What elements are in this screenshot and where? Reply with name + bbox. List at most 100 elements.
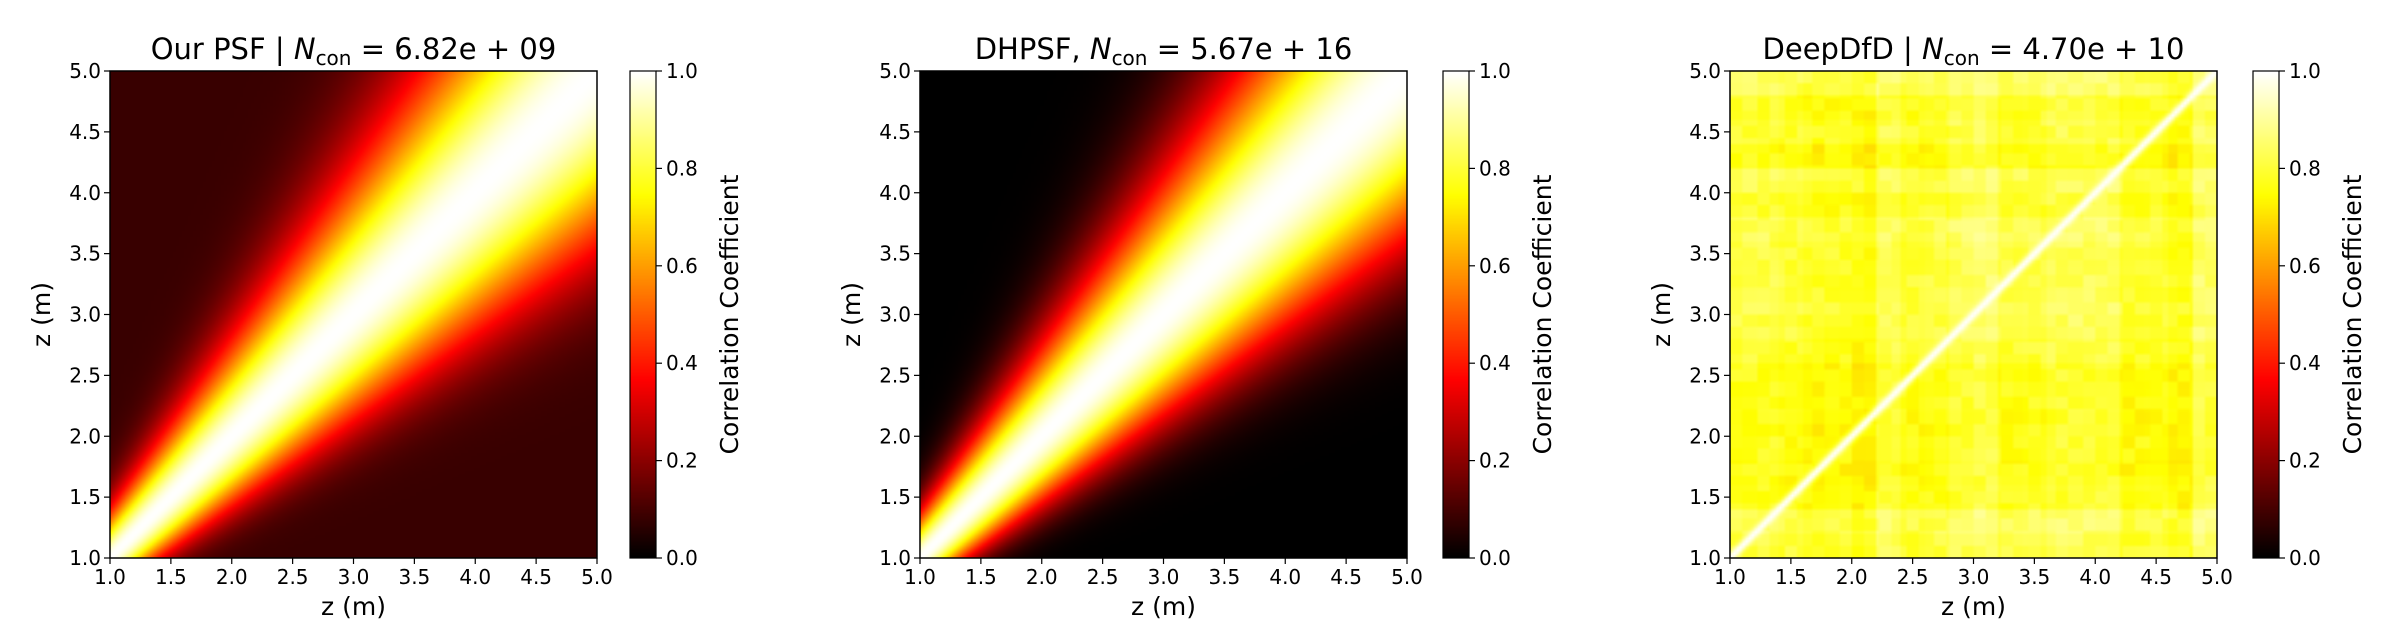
colorbar-tick-label: 1.0 bbox=[666, 59, 698, 83]
y-tick-label: 4.5 bbox=[69, 120, 101, 144]
colorbar-frame bbox=[2252, 70, 2280, 559]
x-tick-label: 1.5 bbox=[155, 565, 187, 589]
heatmap-image bbox=[110, 71, 597, 558]
colorbar-tick-label: 0.8 bbox=[666, 156, 698, 180]
y-tick-label: 4.0 bbox=[69, 181, 101, 205]
heatmap-image bbox=[920, 71, 1407, 558]
x-tick-label: 2.5 bbox=[1897, 565, 1929, 589]
colorbar-tick-label: 0.0 bbox=[666, 546, 698, 570]
title-symbol: N bbox=[294, 32, 316, 66]
title-prefix: DeepDfD | bbox=[1763, 32, 1923, 66]
x-tick-label: 2.0 bbox=[1026, 565, 1058, 589]
x-tick-label: 2.5 bbox=[1087, 565, 1119, 589]
y-tick-label: 2.0 bbox=[879, 424, 911, 448]
x-tick-label: 3.5 bbox=[1208, 565, 1240, 589]
title-prefix: DHPSF, bbox=[975, 32, 1090, 66]
title-subscript: con bbox=[1112, 46, 1148, 70]
x-tick-label: 3.5 bbox=[398, 565, 430, 589]
y-tick-label: 1.5 bbox=[69, 485, 101, 509]
colorbar-frame bbox=[1442, 70, 1470, 559]
y-tick-label: 4.0 bbox=[879, 181, 911, 205]
y-tick-label: 3.5 bbox=[879, 242, 911, 266]
title-equation: = 6.82e + 09 bbox=[351, 32, 556, 66]
colorbar-tick-label: 0.6 bbox=[2289, 254, 2321, 278]
x-tick-label: 4.5 bbox=[520, 565, 552, 589]
x-axis-label: z (m) bbox=[321, 592, 386, 621]
x-tick-label: 4.0 bbox=[2079, 565, 2111, 589]
colorbar-tick-label: 0.8 bbox=[1479, 156, 1511, 180]
colorbar-tick-label: 0.6 bbox=[1479, 254, 1511, 278]
y-axis-label: z (m) bbox=[1647, 282, 1676, 347]
y-tick-label: 1.0 bbox=[69, 546, 101, 570]
y-tick-label: 3.0 bbox=[69, 303, 101, 327]
y-axis-label: z (m) bbox=[837, 282, 866, 347]
x-tick-label: 3.0 bbox=[1148, 565, 1180, 589]
title-subscript: con bbox=[316, 46, 352, 70]
y-tick-label: 4.5 bbox=[1689, 120, 1721, 144]
x-tick-label: 5.0 bbox=[2201, 565, 2233, 589]
x-tick-label: 4.0 bbox=[459, 565, 491, 589]
colorbar-tick-label: 0.8 bbox=[2289, 156, 2321, 180]
chart-title: DeepDfD | Ncon = 4.70e + 10 bbox=[1763, 32, 2185, 70]
y-tick-label: 3.5 bbox=[1689, 242, 1721, 266]
x-tick-label: 4.0 bbox=[1269, 565, 1301, 589]
y-tick-label: 4.0 bbox=[1689, 181, 1721, 205]
y-tick-label: 3.0 bbox=[879, 303, 911, 327]
y-tick-label: 1.5 bbox=[1689, 485, 1721, 509]
x-axis-label: z (m) bbox=[1131, 592, 1196, 621]
x-tick-label: 5.0 bbox=[581, 565, 613, 589]
chart-title: DHPSF, Ncon = 5.67e + 16 bbox=[975, 32, 1353, 70]
title-equation: = 4.70e + 10 bbox=[1980, 32, 2185, 66]
x-tick-label: 1.5 bbox=[965, 565, 997, 589]
title-equation: = 5.67e + 16 bbox=[1147, 32, 1352, 66]
chart-panel-1: 1.0 1.5 2.0 2.5 3.0 3.5 4.0 4.5 5.0 1.0 1.5 2.0 2.5 3… bbox=[27, 32, 744, 621]
x-tick-label: 3.0 bbox=[338, 565, 370, 589]
colorbar-frame bbox=[629, 70, 657, 559]
y-tick-label: 3.0 bbox=[1689, 303, 1721, 327]
y-tick-label: 1.0 bbox=[879, 546, 911, 570]
title-prefix: Our PSF | bbox=[151, 32, 294, 66]
chart-panel-3: 1.0 1.5 2.0 2.5 3.0 3.5 4.0 4.5 5.0 1.0 1.5 2.0 2.5 3… bbox=[1647, 32, 2367, 621]
y-tick-label: 2.0 bbox=[1689, 424, 1721, 448]
x-axis-label: z (m) bbox=[1941, 592, 2006, 621]
colorbar-gradient bbox=[630, 71, 656, 558]
colorbar-tick-label: 0.2 bbox=[666, 449, 698, 473]
y-tick-label: 2.5 bbox=[1689, 363, 1721, 387]
x-tick-label: 5.0 bbox=[1391, 565, 1423, 589]
colorbar-tick-label: 0.0 bbox=[1479, 546, 1511, 570]
y-tick-label: 5.0 bbox=[69, 59, 101, 83]
colorbar-tick-label: 0.0 bbox=[2289, 546, 2321, 570]
x-tick-label: 1.0 bbox=[904, 565, 936, 589]
colorbar-tick-label: 0.4 bbox=[2289, 351, 2321, 375]
y-tick-label: 2.5 bbox=[879, 363, 911, 387]
y-tick-label: 2.5 bbox=[69, 363, 101, 387]
y-tick-label: 4.5 bbox=[879, 120, 911, 144]
colorbar-label: Correlation Coefficient bbox=[715, 174, 744, 454]
x-tick-label: 3.0 bbox=[1958, 565, 1990, 589]
x-tick-label: 4.5 bbox=[2140, 565, 2172, 589]
x-tick-label: 2.5 bbox=[277, 565, 309, 589]
heatmap-image bbox=[1730, 71, 2217, 558]
colorbar-label: Correlation Coefficient bbox=[1528, 174, 1557, 454]
x-tick-label: 3.5 bbox=[2018, 565, 2050, 589]
colorbar-gradient bbox=[2253, 71, 2279, 558]
y-tick-label: 3.5 bbox=[69, 242, 101, 266]
y-tick-label: 1.5 bbox=[879, 485, 911, 509]
colorbar-gradient bbox=[1443, 71, 1469, 558]
y-axis-label: z (m) bbox=[27, 282, 56, 347]
colorbar-tick-label: 1.0 bbox=[2289, 59, 2321, 83]
x-tick-label: 1.5 bbox=[1775, 565, 1807, 589]
colorbar-tick-label: 1.0 bbox=[1479, 59, 1511, 83]
colorbar-label: Correlation Coefficient bbox=[2338, 174, 2367, 454]
title-symbol: N bbox=[1090, 32, 1112, 66]
y-tick-label: 2.0 bbox=[69, 424, 101, 448]
x-tick-label: 1.0 bbox=[1714, 565, 1746, 589]
colorbar-tick-label: 0.6 bbox=[666, 254, 698, 278]
colorbar-tick-label: 0.2 bbox=[1479, 449, 1511, 473]
x-tick-label: 1.0 bbox=[94, 565, 126, 589]
y-tick-label: 5.0 bbox=[879, 59, 911, 83]
title-subscript: con bbox=[1944, 46, 1980, 70]
x-tick-label: 2.0 bbox=[1836, 565, 1868, 589]
x-tick-label: 2.0 bbox=[216, 565, 248, 589]
